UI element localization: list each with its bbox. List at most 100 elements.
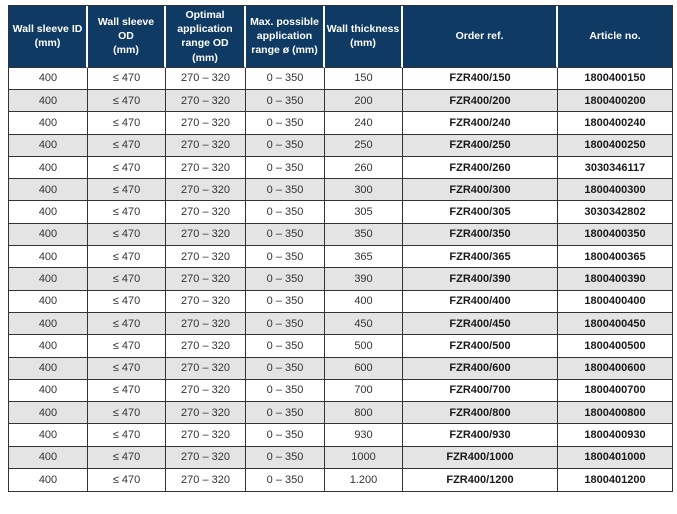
cell-article-no: 1800400200 — [558, 89, 672, 113]
cell-wall-thickness: 1.200 — [325, 469, 403, 492]
cell-order-ref: FZR400/500 — [403, 335, 558, 358]
table-row: 400 ≤ 470 270 – 320 0 – 350 1000 FZR400/… — [9, 446, 672, 470]
cell-max-possible-application-range: 0 – 350 — [246, 223, 325, 247]
cell-wall-sleeve-od: ≤ 470 — [88, 156, 166, 180]
cell-wall-sleeve-od: ≤ 470 — [88, 357, 166, 380]
column-header-article-no: Article no. — [558, 6, 672, 68]
table-row: 400 ≤ 470 270 – 320 0 – 350 450 FZR400/4… — [9, 312, 672, 336]
cell-article-no: 3030342802 — [558, 201, 672, 224]
cell-wall-thickness: 200 — [325, 89, 403, 113]
cell-wall-thickness: 365 — [325, 246, 403, 269]
cell-wall-sleeve-od: ≤ 470 — [88, 223, 166, 247]
column-header-wall-sleeve-od: Wall sleeve OD (mm) — [88, 6, 166, 68]
cell-max-possible-application-range: 0 – 350 — [246, 246, 325, 269]
cell-article-no: 1800400800 — [558, 402, 672, 425]
cell-article-no: 1800400250 — [558, 134, 672, 157]
cell-order-ref: FZR400/700 — [403, 379, 558, 403]
cell-max-possible-application-range: 0 – 350 — [246, 446, 325, 470]
cell-wall-sleeve-od: ≤ 470 — [88, 179, 166, 202]
cell-wall-sleeve-id: 400 — [9, 335, 88, 358]
cell-wall-sleeve-id: 400 — [9, 67, 88, 90]
cell-wall-sleeve-od: ≤ 470 — [88, 89, 166, 113]
cell-wall-thickness: 350 — [325, 223, 403, 247]
cell-article-no: 1800400700 — [558, 379, 672, 403]
table-row: 400 ≤ 470 270 – 320 0 – 350 400 FZR400/4… — [9, 290, 672, 313]
cell-optimal-application-range: 270 – 320 — [166, 469, 246, 492]
table-row: 400 ≤ 470 270 – 320 0 – 350 1.200 FZR400… — [9, 469, 672, 492]
cell-wall-sleeve-id: 400 — [9, 446, 88, 470]
cell-wall-sleeve-od: ≤ 470 — [88, 446, 166, 470]
cell-wall-sleeve-od: ≤ 470 — [88, 379, 166, 403]
cell-wall-thickness: 700 — [325, 379, 403, 403]
cell-order-ref: FZR400/260 — [403, 156, 558, 180]
cell-wall-thickness: 305 — [325, 201, 403, 224]
cell-article-no: 1800400390 — [558, 268, 672, 291]
cell-article-no: 1800400365 — [558, 246, 672, 269]
cell-wall-thickness: 150 — [325, 67, 403, 90]
cell-wall-sleeve-od: ≤ 470 — [88, 134, 166, 157]
column-header-wall-thickness: Wall thickness (mm) — [325, 6, 403, 68]
cell-wall-sleeve-id: 400 — [9, 290, 88, 313]
cell-optimal-application-range: 270 – 320 — [166, 312, 246, 336]
cell-optimal-application-range: 270 – 320 — [166, 89, 246, 113]
cell-order-ref: FZR400/305 — [403, 201, 558, 224]
cell-article-no: 1800400450 — [558, 312, 672, 336]
cell-wall-sleeve-od: ≤ 470 — [88, 246, 166, 269]
cell-optimal-application-range: 270 – 320 — [166, 335, 246, 358]
cell-wall-sleeve-id: 400 — [9, 156, 88, 180]
cell-article-no: 1800401000 — [558, 446, 672, 470]
cell-order-ref: FZR400/1200 — [403, 469, 558, 492]
table-row: 400 ≤ 470 270 – 320 0 – 350 300 FZR400/3… — [9, 179, 672, 202]
table-row: 400 ≤ 470 270 – 320 0 – 350 200 FZR400/2… — [9, 89, 672, 113]
cell-max-possible-application-range: 0 – 350 — [246, 67, 325, 90]
cell-wall-sleeve-od: ≤ 470 — [88, 112, 166, 135]
cell-wall-sleeve-id: 400 — [9, 246, 88, 269]
table-row: 400 ≤ 470 270 – 320 0 – 350 930 FZR400/9… — [9, 424, 672, 447]
cell-optimal-application-range: 270 – 320 — [166, 112, 246, 135]
cell-order-ref: FZR400/800 — [403, 402, 558, 425]
cell-wall-thickness: 260 — [325, 156, 403, 180]
cell-wall-sleeve-id: 400 — [9, 402, 88, 425]
cell-optimal-application-range: 270 – 320 — [166, 223, 246, 247]
cell-wall-sleeve-od: ≤ 470 — [88, 312, 166, 336]
cell-order-ref: FZR400/1000 — [403, 446, 558, 470]
cell-order-ref: FZR400/450 — [403, 312, 558, 336]
cell-wall-sleeve-od: ≤ 470 — [88, 290, 166, 313]
cell-optimal-application-range: 270 – 320 — [166, 268, 246, 291]
cell-max-possible-application-range: 0 – 350 — [246, 357, 325, 380]
cell-article-no: 1800400240 — [558, 112, 672, 135]
cell-optimal-application-range: 270 – 320 — [166, 179, 246, 202]
table-row: 400 ≤ 470 270 – 320 0 – 350 150 FZR400/1… — [9, 67, 672, 90]
cell-wall-sleeve-od: ≤ 470 — [88, 424, 166, 447]
cell-wall-thickness: 800 — [325, 402, 403, 425]
table-row: 400 ≤ 470 270 – 320 0 – 350 365 FZR400/3… — [9, 246, 672, 269]
cell-order-ref: FZR400/365 — [403, 246, 558, 269]
cell-article-no: 1800400600 — [558, 357, 672, 380]
product-table: Wall sleeve ID (mm) Wall sleeve OD (mm) … — [9, 6, 672, 492]
cell-wall-sleeve-id: 400 — [9, 112, 88, 135]
cell-optimal-application-range: 270 – 320 — [166, 201, 246, 224]
cell-max-possible-application-range: 0 – 350 — [246, 268, 325, 291]
column-header-max-possible-application-range: Max. possible application range ø (mm) — [246, 6, 325, 68]
cell-article-no: 1800400150 — [558, 67, 672, 90]
product-table-wrap: Wall sleeve ID (mm) Wall sleeve OD (mm) … — [8, 5, 673, 493]
cell-article-no: 1800400930 — [558, 424, 672, 447]
cell-max-possible-application-range: 0 – 350 — [246, 89, 325, 113]
cell-optimal-application-range: 270 – 320 — [166, 379, 246, 403]
cell-article-no: 1800400400 — [558, 290, 672, 313]
cell-wall-sleeve-id: 400 — [9, 268, 88, 291]
table-body: 400 ≤ 470 270 – 320 0 – 350 150 FZR400/1… — [9, 67, 672, 492]
cell-wall-sleeve-id: 400 — [9, 424, 88, 447]
cell-order-ref: FZR400/930 — [403, 424, 558, 447]
table-row: 400 ≤ 470 270 – 320 0 – 350 250 FZR400/2… — [9, 134, 672, 157]
cell-wall-sleeve-id: 400 — [9, 89, 88, 113]
cell-article-no: 1800401200 — [558, 469, 672, 492]
cell-wall-sleeve-od: ≤ 470 — [88, 469, 166, 492]
table-row: 400 ≤ 470 270 – 320 0 – 350 500 FZR400/5… — [9, 335, 672, 358]
cell-max-possible-application-range: 0 – 350 — [246, 424, 325, 447]
table-row: 400 ≤ 470 270 – 320 0 – 350 260 FZR400/2… — [9, 156, 672, 180]
cell-wall-sleeve-id: 400 — [9, 201, 88, 224]
cell-order-ref: FZR400/150 — [403, 67, 558, 90]
cell-wall-sleeve-id: 400 — [9, 357, 88, 380]
